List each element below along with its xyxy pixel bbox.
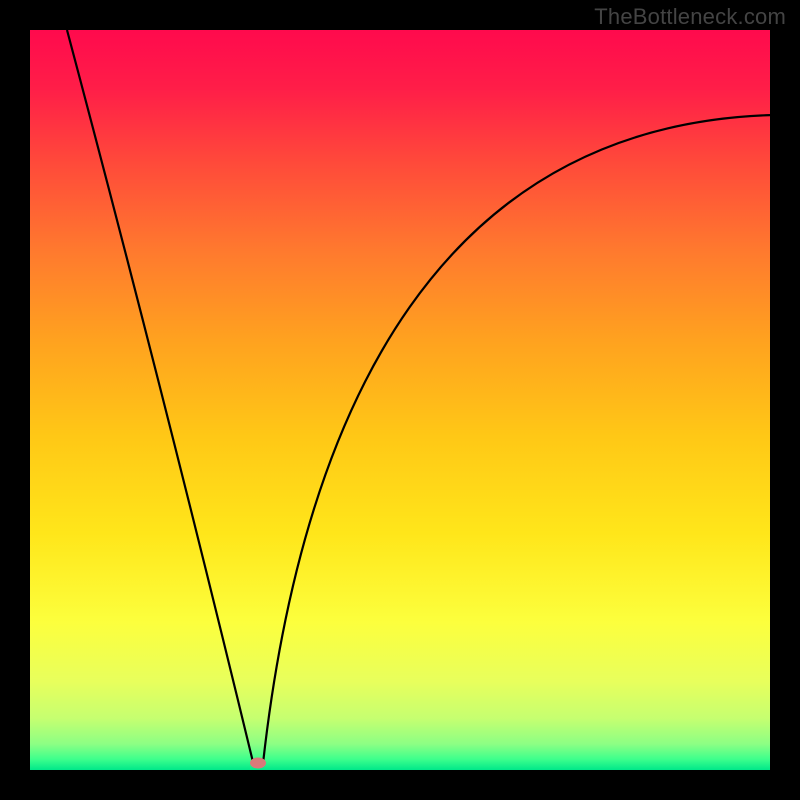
plot-area	[30, 30, 770, 770]
optimum-marker	[250, 758, 266, 769]
watermark-text: TheBottleneck.com	[594, 4, 786, 30]
curve-path	[67, 30, 770, 766]
bottleneck-curve	[30, 30, 770, 770]
